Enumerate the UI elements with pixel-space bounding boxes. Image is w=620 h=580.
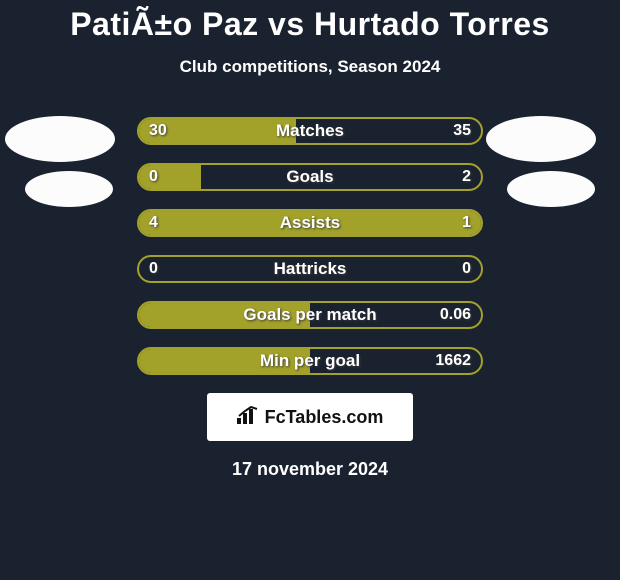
avatar-left-2 [25,171,113,207]
stat-label: Assists [139,211,481,235]
stat-value-right: 35 [453,119,471,143]
avatar-right-2 [507,171,595,207]
avatar-left-1 [5,116,115,162]
stat-value-right: 1662 [435,349,471,373]
stat-row-hattricks: 0Hattricks0 [137,255,483,283]
stat-label: Hattricks [139,257,481,281]
stat-value-right: 0 [462,257,471,281]
date-label: 17 november 2024 [0,459,620,480]
stat-value-right: 0.06 [440,303,471,327]
stat-rows: 30Matches350Goals24Assists10Hattricks0Go… [137,117,483,375]
stat-row-min-per-goal: Min per goal1662 [137,347,483,375]
page-title: PatiÃ±o Paz vs Hurtado Torres [0,0,620,43]
stat-row-goals-per-match: Goals per match0.06 [137,301,483,329]
stat-row-goals: 0Goals2 [137,163,483,191]
chart-icon [237,406,259,429]
stat-label: Min per goal [139,349,481,373]
stat-value-right: 1 [462,211,471,235]
fctables-logo-text: FcTables.com [265,407,384,428]
stat-row-matches: 30Matches35 [137,117,483,145]
stat-label: Goals per match [139,303,481,327]
avatar-right-1 [486,116,596,162]
fctables-logo[interactable]: FcTables.com [207,393,413,441]
stat-row-assists: 4Assists1 [137,209,483,237]
page-subtitle: Club competitions, Season 2024 [0,57,620,77]
stat-value-right: 2 [462,165,471,189]
stat-label: Matches [139,119,481,143]
stat-label: Goals [139,165,481,189]
